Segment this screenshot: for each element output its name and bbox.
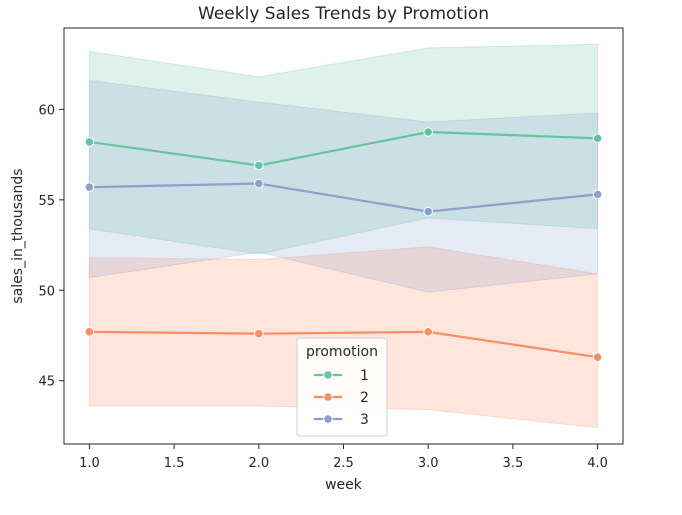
legend-swatch-marker <box>323 414 333 424</box>
x-tick-label: 2.0 <box>248 456 269 471</box>
y-axis-label: sales_in_thousands <box>10 168 26 303</box>
x-tick-label: 2.5 <box>333 456 354 471</box>
y-tick-label: 45 <box>38 375 55 390</box>
x-tick-label: 1.5 <box>164 456 185 471</box>
x-tick-label: 3.0 <box>418 456 439 471</box>
legend-title: promotion <box>306 344 378 360</box>
x-axis-ticks: 1.0 1.5 2.0 2.5 3.0 3.5 4.0 <box>79 444 608 471</box>
legend: promotion 1 2 3 <box>296 337 388 437</box>
point-series-3 <box>84 182 95 192</box>
x-tick-label: 4.0 <box>587 456 608 471</box>
line-series-3 <box>89 182 598 213</box>
point-series-2 <box>592 352 603 362</box>
point-series-1 <box>423 127 433 137</box>
y-axis-ticks: 45 50 55 60 <box>38 103 64 390</box>
legend-swatch-marker <box>323 370 333 380</box>
legend-swatch-marker <box>323 392 333 402</box>
point-series-3 <box>423 206 433 217</box>
series-lines <box>89 130 598 359</box>
point-series-1 <box>254 160 264 171</box>
legend-box <box>296 337 388 437</box>
legend-label: 2 <box>360 390 369 406</box>
point-series-1 <box>84 137 95 147</box>
x-tick-label: 3.5 <box>503 456 524 471</box>
y-tick-label: 50 <box>38 284 55 299</box>
point-series-2 <box>423 327 433 337</box>
point-series-3 <box>592 189 603 200</box>
x-axis-label: week <box>325 477 363 493</box>
line-series-2 <box>89 330 598 359</box>
legend-label: 3 <box>360 412 369 428</box>
point-series-2 <box>254 328 264 339</box>
line-series-1 <box>89 130 598 167</box>
y-tick-label: 60 <box>38 103 55 118</box>
point-series-3 <box>254 178 264 189</box>
chart-title: Weekly Sales Trends by Promotion <box>198 4 489 24</box>
point-series-2 <box>84 327 95 337</box>
legend-label: 1 <box>360 368 369 384</box>
x-tick-label: 1.0 <box>79 456 100 471</box>
y-tick-label: 55 <box>38 194 55 209</box>
series-points <box>84 127 603 362</box>
point-series-1 <box>592 133 603 144</box>
ci-band-series-2 <box>88 246 599 429</box>
legend-items: 1 2 3 <box>314 368 369 428</box>
